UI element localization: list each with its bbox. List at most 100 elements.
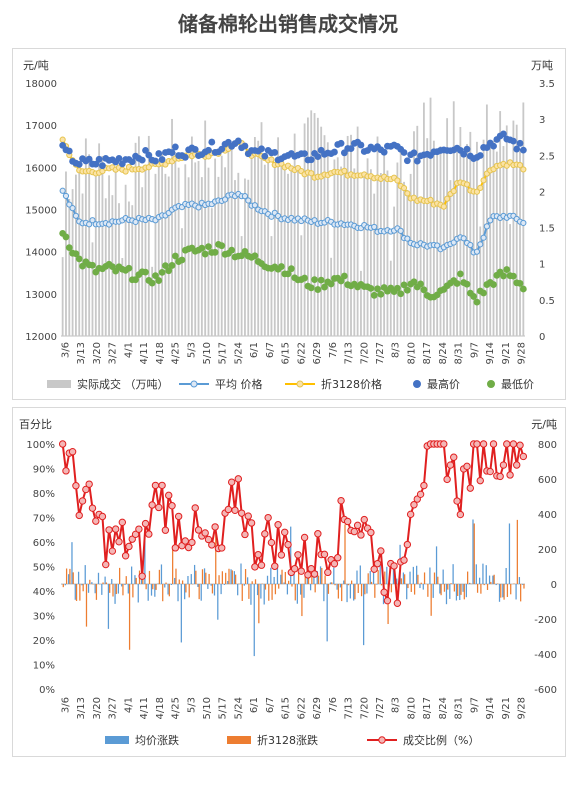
avg-change-bar	[449, 584, 451, 599]
volume-bar	[161, 152, 163, 336]
ratio-point	[310, 570, 319, 578]
ratio-point	[135, 525, 143, 533]
ratio-point	[380, 588, 388, 596]
avg-change-bar	[432, 584, 434, 598]
high-price-point	[261, 152, 269, 160]
volume-bar	[439, 146, 442, 336]
avg-change-bar	[482, 563, 484, 584]
avg-price-point	[487, 217, 494, 224]
price3128-point	[394, 177, 401, 184]
avg-change-bar	[469, 582, 471, 584]
low-price-point	[321, 283, 328, 291]
y-right-tick-label: -400	[534, 650, 557, 661]
ratio-point	[271, 562, 279, 570]
low-price-point	[367, 284, 375, 292]
change3128-bar	[377, 570, 379, 584]
avg-price-point	[69, 205, 76, 212]
change3128-bar	[407, 584, 409, 589]
high-price-point	[271, 149, 279, 156]
change3128-bar	[195, 570, 197, 584]
high-price-point	[307, 156, 315, 164]
low-price-point	[228, 246, 236, 254]
x-tick-label: 5/17	[218, 342, 229, 364]
y-right-tick-label: 2	[539, 187, 545, 198]
low-price-point	[394, 284, 401, 292]
avg-change-bar	[379, 563, 381, 584]
avg-change-bar	[147, 584, 149, 601]
y-right-tick-label: -200	[534, 615, 557, 626]
ratio-point	[102, 560, 110, 569]
volume-bar	[360, 270, 362, 336]
ratio-point	[443, 475, 451, 484]
low-price-point	[410, 278, 418, 286]
volume-bar	[383, 148, 386, 336]
price3128-point	[400, 184, 408, 192]
avg-change-bar	[416, 565, 418, 584]
ratio-point	[261, 530, 269, 538]
change3128-bar	[218, 575, 220, 584]
avg-change-bar	[77, 571, 80, 584]
high-price-point	[463, 145, 471, 153]
low-price-point	[158, 268, 166, 276]
change3128-bar	[119, 567, 121, 584]
ratio-point	[191, 504, 199, 512]
price3128-point	[404, 190, 411, 197]
change3128-bar	[115, 584, 117, 595]
ratio-point	[251, 563, 259, 571]
change3128-bar	[420, 582, 422, 584]
avg-change-bar	[316, 571, 318, 584]
avg-change-bar	[240, 563, 242, 584]
change3128-bar	[208, 573, 210, 584]
high-price-point	[168, 149, 176, 156]
volume-bar	[356, 126, 359, 337]
volume-bar	[426, 138, 429, 336]
low-price-point	[337, 277, 345, 285]
y-right-tick-label: 0	[551, 580, 557, 591]
x-tick-label: 4/1	[123, 697, 134, 713]
y-left-tick-label: 60%	[33, 538, 55, 549]
ratio-point	[181, 537, 189, 545]
volume-bar	[293, 133, 296, 336]
volume-bar	[472, 161, 475, 336]
low-price-point	[480, 289, 487, 297]
change3128-bar	[370, 581, 373, 584]
avg-change-bar	[64, 584, 66, 586]
high-price-point	[208, 138, 216, 146]
change3128-bar	[510, 584, 512, 595]
change3128-bar	[254, 579, 257, 584]
avg-change-bar	[104, 576, 106, 584]
volume-bar	[492, 140, 495, 336]
x-tick-label: 9/14	[485, 697, 496, 719]
change3128-bar	[347, 584, 349, 586]
y-right-tick-label: 0.5	[539, 296, 555, 307]
ratio-point	[466, 484, 475, 492]
ratio-point	[165, 491, 173, 500]
ratio-point	[264, 513, 272, 522]
volume-bar	[495, 151, 498, 336]
avg-change-bar	[111, 578, 113, 584]
ratio-point	[353, 521, 362, 530]
avg-change-bar	[220, 584, 222, 595]
volume-bar	[442, 150, 445, 336]
x-tick-label: 5/24	[233, 697, 244, 719]
ratio-point	[446, 461, 455, 469]
ratio-point	[370, 565, 378, 573]
change3128-bar	[493, 574, 495, 584]
volume-bar	[446, 118, 449, 336]
avg-change-bar	[164, 584, 166, 588]
volume-bar	[416, 125, 419, 336]
avg-change-bar	[392, 568, 395, 584]
change3128-bar	[185, 584, 187, 593]
ratio-point	[231, 506, 239, 515]
x-tick-label: 7/13	[344, 697, 355, 719]
avg-change-bar	[140, 576, 143, 584]
y-left-tick-label: 12000	[25, 332, 57, 343]
change3128-bar	[102, 582, 104, 584]
avg-price-point	[72, 212, 80, 219]
avg-change-bar	[71, 542, 73, 584]
avg-price-point	[483, 223, 490, 230]
avg-change-bar	[130, 566, 133, 584]
ratio-point	[98, 512, 107, 521]
volume-bar	[449, 180, 452, 336]
avg-change-bar	[369, 570, 371, 584]
